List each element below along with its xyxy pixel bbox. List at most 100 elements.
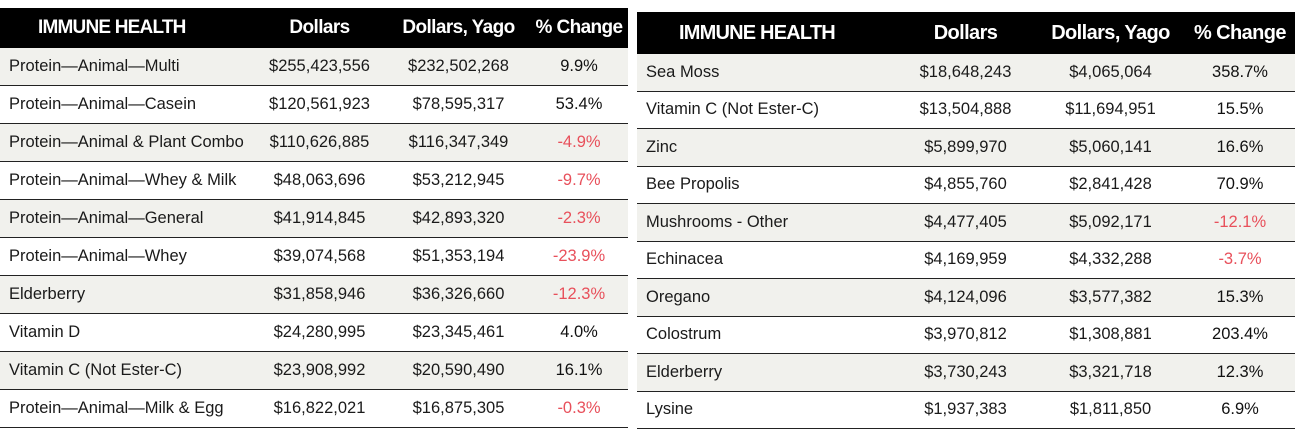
row-dollars-yago: $51,353,194 [387,237,530,276]
header-dollars: Dollars [252,8,387,48]
table-row: Elderberry $31,858,946 $36,326,660 -12.3% [0,275,628,314]
table-row: Protein—Animal & Plant Combo $110,626,885… [0,123,628,162]
row-dollars: $3,730,243 [895,353,1036,392]
table-row: Vitamin C (Not Ester-C) $23,908,992 $20,59… [0,351,628,390]
row-category: Vitamin C (Not Ester-C) [0,351,252,390]
header-dollars-yago: Dollars, Yago [1036,12,1185,54]
row-dollars: $31,858,946 [252,275,387,314]
row-dollars-yago: $2,841,428 [1036,166,1185,204]
row-category: Elderberry [637,353,895,392]
row-pct-change: 9.9% [530,48,628,86]
row-dollars-yago: $116,347,349 [387,123,530,162]
table-row: Vitamin D $24,280,995 $23,345,461 4.0% [0,313,628,352]
row-pct-change: 70.9% [1185,166,1295,204]
header-row: IMMUNE HEALTH Dollars Dollars, Yago % Ch… [637,12,1295,54]
row-dollars: $4,169,959 [895,241,1036,279]
row-dollars: $39,074,568 [252,237,387,276]
row-pct-change: 15.5% [1185,91,1295,129]
row-dollars-yago: $36,326,660 [387,275,530,314]
row-category: Mushrooms - Other [637,203,895,242]
table-row: Protein—Animal—Casein $120,561,923 $78,595… [0,85,628,124]
row-dollars: $23,908,992 [252,351,387,390]
row-dollars-yago: $5,092,171 [1036,203,1185,242]
row-dollars-yago: $23,345,461 [387,313,530,352]
row-dollars: $41,914,845 [252,199,387,238]
row-category: Protein—Animal—Casein [0,85,252,124]
row-dollars-yago: $78,595,317 [387,85,530,124]
header-category: IMMUNE HEALTH [637,12,895,54]
row-dollars-yago: $5,060,141 [1036,128,1185,167]
table-row: Sea Moss $18,648,243 $4,065,064 358.7% [637,54,1295,92]
row-pct-change: -2.3% [530,199,628,238]
header-dollars: Dollars [895,12,1036,54]
table-row: Zinc $5,899,970 $5,060,141 16.6% [637,128,1295,167]
row-pct-change: -23.9% [530,237,628,276]
row-category: Oregano [637,278,895,317]
row-dollars: $4,477,405 [895,203,1036,242]
row-pct-change: 15.3% [1185,278,1295,317]
row-category: Protein—Animal—Whey [0,237,252,276]
row-dollars-yago: $4,065,064 [1036,54,1185,92]
row-dollars: $48,063,696 [252,161,387,200]
immune-health-table-left: IMMUNE HEALTH Dollars Dollars, Yago % Ch… [0,8,628,428]
row-category: Protein—Animal—Milk & Egg [0,389,252,428]
header-pct-change: % Change [1185,12,1295,54]
row-dollars-yago: $3,577,382 [1036,278,1185,317]
row-pct-change: -4.9% [530,123,628,162]
row-pct-change: 358.7% [1185,54,1295,92]
row-dollars: $120,561,923 [252,85,387,124]
row-dollars: $1,937,383 [895,391,1036,429]
table-row: Protein—Animal—Multi $255,423,556 $232,502… [0,48,628,86]
row-dollars-yago: $1,308,881 [1036,316,1185,354]
row-pct-change: 16.6% [1185,128,1295,167]
table-row: Echinacea $4,169,959 $4,332,288 -3.7% [637,241,1295,279]
row-category: Elderberry [0,275,252,314]
row-pct-change: 4.0% [530,313,628,352]
header-category: IMMUNE HEALTH [0,8,252,48]
header-row: IMMUNE HEALTH Dollars Dollars, Yago % Ch… [0,8,628,48]
row-dollars: $110,626,885 [252,123,387,162]
row-pct-change: -9.7% [530,161,628,200]
row-pct-change: 12.3% [1185,353,1295,392]
row-pct-change: -3.7% [1185,241,1295,279]
row-category: Bee Propolis [637,166,895,204]
row-dollars-yago: $3,321,718 [1036,353,1185,392]
row-pct-change: 203.4% [1185,316,1295,354]
table-row: Lysine $1,937,383 $1,811,850 6.9% [637,391,1295,429]
row-pct-change: -12.1% [1185,203,1295,242]
table-row: Elderberry $3,730,243 $3,321,718 12.3% [637,353,1295,392]
row-dollars-yago: $20,590,490 [387,351,530,390]
row-dollars: $4,855,760 [895,166,1036,204]
row-category: Vitamin C (Not Ester-C) [637,91,895,129]
row-pct-change: 53.4% [530,85,628,124]
row-pct-change: -0.3% [530,389,628,428]
row-category: Colostrum [637,316,895,354]
row-dollars-yago: $232,502,268 [387,48,530,86]
row-dollars-yago: $1,811,850 [1036,391,1185,429]
table-row: Vitamin C (Not Ester-C) $13,504,888 $11,69… [637,91,1295,129]
row-category: Protein—Animal—Multi [0,48,252,86]
row-pct-change: 6.9% [1185,391,1295,429]
row-dollars: $5,899,970 [895,128,1036,167]
table-row: Protein—Animal—General $41,914,845 $42,893… [0,199,628,238]
table-row: Protein—Animal—Whey & Milk $48,063,696 $53… [0,161,628,200]
row-category: Sea Moss [637,54,895,92]
row-category: Lysine [637,391,895,429]
row-dollars: $16,822,021 [252,389,387,428]
table-row: Mushrooms - Other $4,477,405 $5,092,171 -12… [637,203,1295,242]
row-dollars-yago: $42,893,320 [387,199,530,238]
table-row: Bee Propolis $4,855,760 $2,841,428 70.9% [637,166,1295,204]
table-row: Protein—Animal—Whey $39,074,568 $51,353,19… [0,237,628,276]
row-pct-change: -12.3% [530,275,628,314]
row-category: Protein—Animal—Whey & Milk [0,161,252,200]
row-dollars: $4,124,096 [895,278,1036,317]
row-category: Vitamin D [0,313,252,352]
row-dollars-yago: $53,212,945 [387,161,530,200]
row-category: Protein—Animal & Plant Combo [0,123,252,162]
table-row: Oregano $4,124,096 $3,577,382 15.3% [637,278,1295,317]
row-dollars: $255,423,556 [252,48,387,86]
header-dollars-yago: Dollars, Yago [387,8,530,48]
row-dollars-yago: $4,332,288 [1036,241,1185,279]
row-dollars: $13,504,888 [895,91,1036,129]
row-dollars: $24,280,995 [252,313,387,352]
